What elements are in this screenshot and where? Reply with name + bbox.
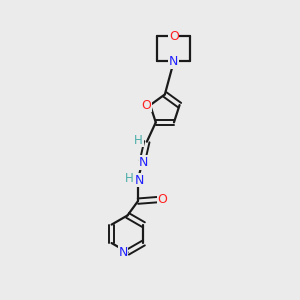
Text: H: H (125, 172, 134, 185)
Text: N: N (118, 246, 128, 259)
Text: H: H (134, 134, 143, 147)
Text: N: N (135, 174, 144, 187)
Text: N: N (139, 156, 148, 169)
Text: N: N (169, 55, 178, 68)
Text: O: O (158, 193, 168, 206)
Text: O: O (142, 99, 152, 112)
Text: O: O (169, 30, 179, 43)
